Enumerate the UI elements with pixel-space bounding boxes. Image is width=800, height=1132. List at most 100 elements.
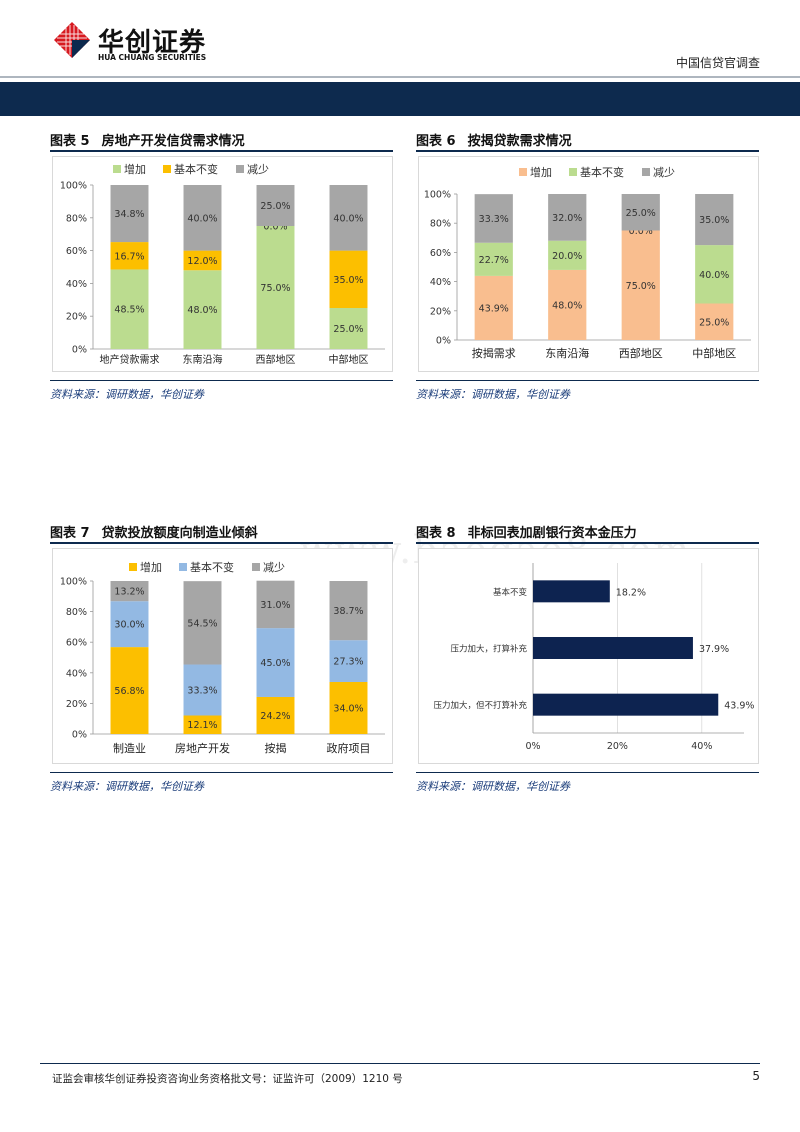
figure-6-title: 图表 6 按揭贷款需求情况 — [416, 130, 572, 149]
figure-5-source: 资料来源：调研数据，华创证券 — [50, 388, 204, 401]
category-label-0: 制造业 — [113, 741, 146, 755]
legend-swatch-2 — [642, 168, 650, 176]
data-label-0-1: 12.1% — [187, 720, 217, 731]
data-label-2-2: 31.0% — [260, 600, 290, 611]
data-label-1-0: 16.7% — [114, 251, 144, 262]
data-label-0-0: 56.8% — [114, 686, 144, 697]
figure-6-top-rule — [416, 150, 759, 152]
bar-1 — [533, 637, 693, 659]
data-label-0-3: 34.0% — [333, 703, 363, 714]
y-tick-label: 100% — [424, 190, 451, 201]
data-label-1-3: 27.3% — [333, 657, 363, 668]
figure-7-top-rule — [50, 542, 393, 544]
data-label-1-2: 45.0% — [260, 658, 290, 669]
y-tick-label: 60% — [430, 248, 451, 259]
y-tick-label: 80% — [430, 219, 451, 230]
figure-7-bottom-rule — [50, 772, 393, 773]
legend-label-0: 增加 — [124, 162, 146, 176]
y-tick-label: 40% — [430, 277, 451, 288]
bar-2-3 — [329, 581, 368, 641]
legend-label-1: 基本不变 — [174, 162, 218, 176]
chart-5-svg: 增加 基本不变 减少 0% 20% 40% 60% 80% 100% 48.5% 16.7% 34.8… — [60, 162, 385, 366]
bar-1-0 — [110, 242, 149, 270]
figure-6-number: 图表 6 — [416, 134, 456, 149]
bar-2-2 — [621, 194, 660, 231]
data-label-2-3: 35.0% — [699, 215, 729, 226]
bar-1-0 — [474, 242, 513, 276]
data-label-0-0: 48.5% — [114, 305, 144, 316]
y-tick-label: 40% — [66, 279, 87, 290]
data-label-1-3: 40.0% — [699, 270, 729, 281]
logo-english-name: HUA CHUANG SECURITIES — [98, 53, 207, 62]
legend-label-2: 减少 — [263, 561, 285, 574]
x-tick-label: 0% — [525, 741, 540, 752]
bar-2-0 — [110, 581, 149, 602]
figure-7-chart: 增加 基本不变 减少 0% 20% 40% 60% 80% 100% 56.8% 30.0% 13.2… — [52, 548, 393, 764]
chart-7-svg: 增加 基本不变 减少 0% 20% 40% 60% 80% 100% 56.8% 30.0% 13.2… — [60, 560, 385, 755]
bar-2-1 — [183, 185, 222, 251]
y-tick-label: 0% — [436, 336, 451, 347]
chart-8-svg: 0% 20% 40% 18.2% 基本不变 37.9% 压力加大，打算补充 43.9% 压力加大… — [433, 563, 754, 752]
header-band — [0, 82, 800, 116]
legend-label-2: 减少 — [247, 163, 269, 176]
data-label-2-0: 34.8% — [114, 209, 144, 220]
bar-2-3 — [329, 185, 368, 251]
legend-swatch-1 — [569, 168, 577, 176]
logo-mark-icon — [54, 22, 90, 58]
y-tick-label: 60% — [66, 246, 87, 257]
data-label-1-0: 30.0% — [114, 620, 144, 631]
data-label-2-0: 33.3% — [479, 214, 509, 225]
figure-8-title: 图表 8 非标回表加剧银行资本金压力 — [416, 522, 637, 541]
footer-divider — [40, 1063, 760, 1064]
category-label-0: 基本不变 — [493, 587, 528, 598]
data-label-1-1: 33.3% — [187, 686, 217, 697]
figure-6-title-text: 按揭贷款需求情况 — [467, 134, 572, 149]
figure-8-top-rule — [416, 542, 759, 544]
bar-2 — [533, 693, 719, 716]
figure-5-chart: 增加 基本不变 减少 0% 20% 40% 60% 80% 100% 48.5% 16.7% 34.8… — [52, 156, 393, 372]
chart-6-svg: 增加 基本不变 减少 0% 20% 40% 60% 80% 100% 43.9% 22.7% 33.3… — [424, 165, 751, 360]
category-label-2: 按揭 — [265, 741, 287, 755]
legend-label-0: 增加 — [530, 165, 552, 179]
data-label-2-0: 13.2% — [114, 587, 144, 598]
bar-0-3 — [329, 308, 368, 349]
y-tick-label: 100% — [60, 577, 87, 588]
bar-0-3 — [329, 681, 368, 734]
legend-swatch-1 — [163, 165, 171, 173]
bar-0-2 — [256, 226, 295, 349]
figure-6-source: 资料来源：调研数据，华创证券 — [416, 388, 570, 401]
report-type-label: 中国信贷官调查 — [675, 56, 760, 70]
legend-label-1: 基本不变 — [580, 165, 624, 179]
bar-2-3 — [695, 194, 734, 246]
category-label-1: 压力加大，打算补充 — [450, 644, 527, 655]
y-tick-label: 20% — [430, 306, 451, 317]
company-logo: 华创证券 HUA CHUANG SECURITIES — [52, 20, 252, 70]
bar-0-0 — [110, 269, 149, 349]
bar-1-1 — [183, 250, 222, 271]
bar-0-0 — [474, 275, 513, 340]
legend-swatch-0 — [113, 165, 121, 173]
figure-7-title: 图表 7 贷款投放额度向制造业倾斜 — [50, 522, 258, 541]
bar-2-0 — [474, 194, 513, 243]
category-label-3: 中部地区 — [692, 346, 736, 360]
legend-label-2: 减少 — [653, 166, 675, 179]
bar-0-2 — [256, 696, 295, 734]
data-label-2-3: 38.7% — [333, 606, 363, 617]
bar-2-2 — [256, 185, 295, 226]
category-label-0: 按揭需求 — [472, 346, 516, 360]
category-label-3: 政府项目 — [327, 741, 371, 755]
category-label-2: 西部地区 — [256, 353, 296, 366]
bar-2-2 — [256, 580, 295, 629]
data-label-0-2: 75.0% — [626, 281, 656, 292]
bar-2-0 — [110, 185, 149, 243]
logo-chinese-name: 华创证券 — [98, 28, 207, 58]
figure-7-number: 图表 7 — [50, 526, 90, 541]
y-tick-label: 0% — [72, 345, 87, 356]
figure-5-title: 图表 5 房地产开发信贷需求情况 — [50, 130, 245, 149]
page-number: 5 — [752, 1069, 760, 1083]
bar-1-2 — [256, 628, 295, 697]
y-tick-label: 40% — [66, 668, 87, 679]
bar-1-3 — [329, 250, 368, 308]
figure-8-bottom-rule — [416, 772, 759, 773]
figure-8-source: 资料来源：调研数据，华创证券 — [416, 780, 570, 793]
